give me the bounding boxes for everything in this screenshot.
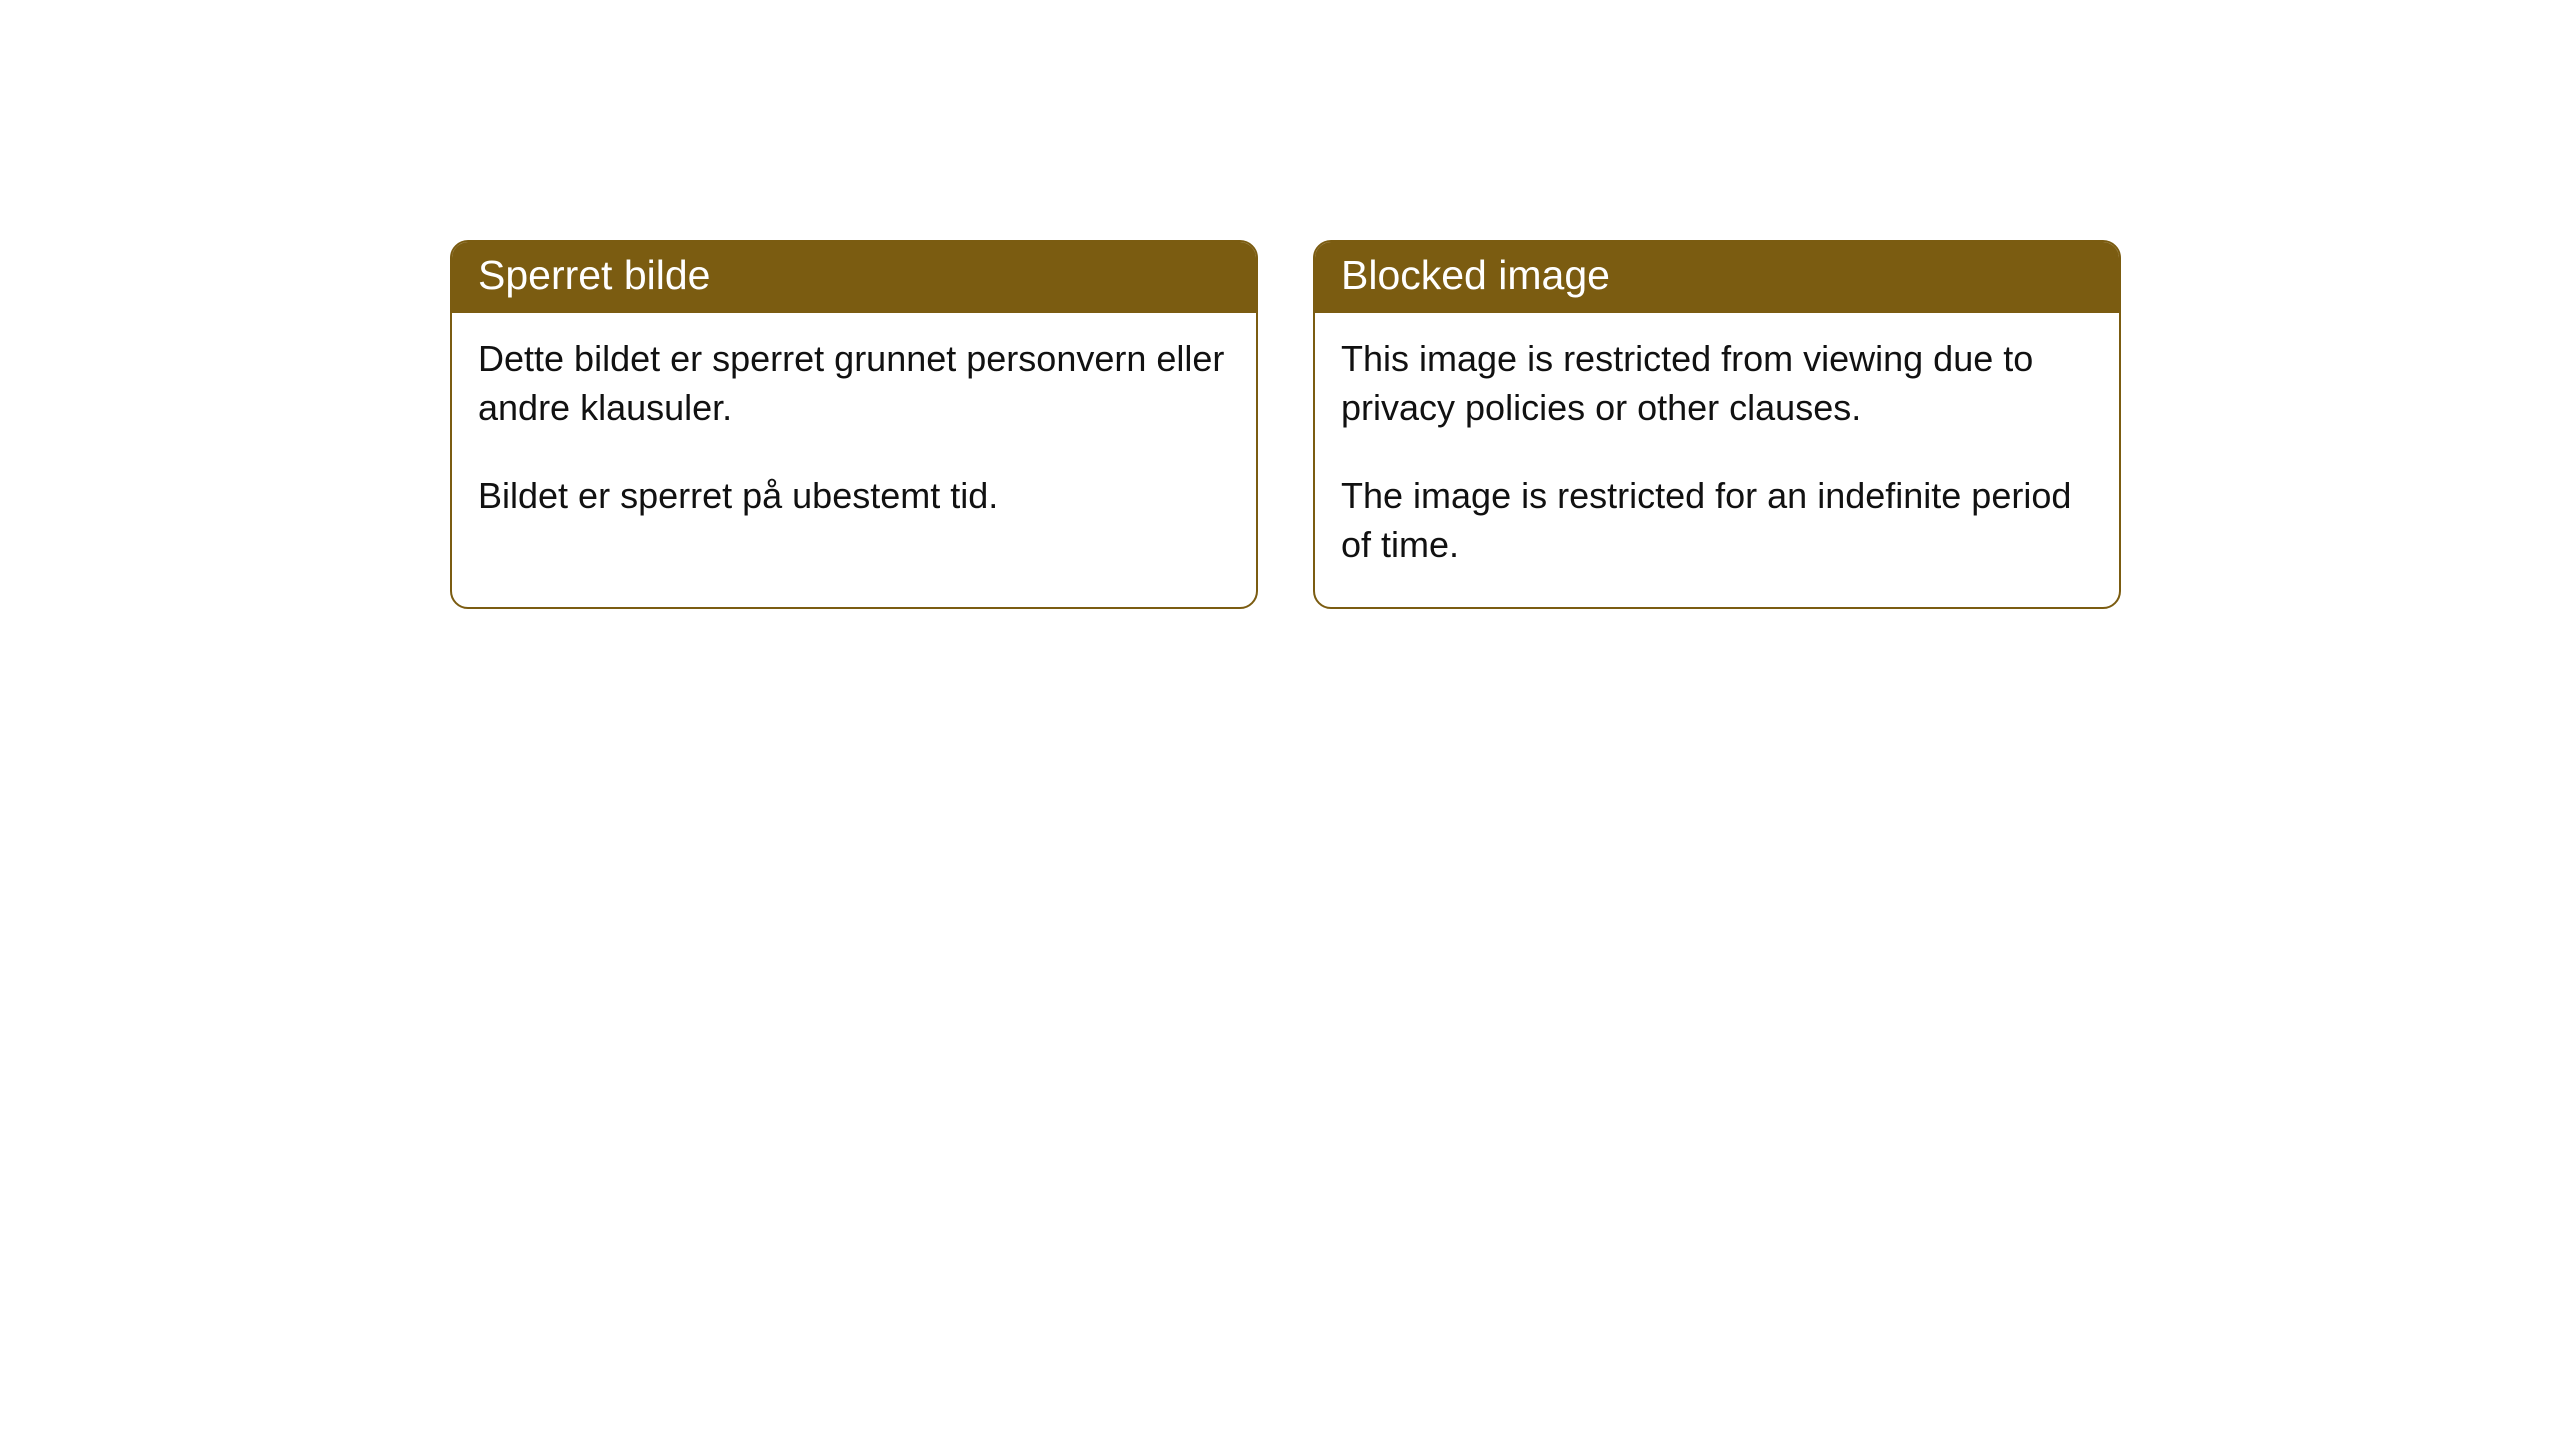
card-paragraph-1-norwegian: Dette bildet er sperret grunnet personve…: [478, 335, 1230, 432]
card-container: Sperret bilde Dette bildet er sperret gr…: [450, 240, 2560, 609]
card-header-norwegian: Sperret bilde: [452, 242, 1256, 313]
card-body-norwegian: Dette bildet er sperret grunnet personve…: [452, 313, 1256, 559]
card-paragraph-1-english: This image is restricted from viewing du…: [1341, 335, 2093, 432]
blocked-image-card-english: Blocked image This image is restricted f…: [1313, 240, 2121, 609]
card-body-english: This image is restricted from viewing du…: [1315, 313, 2119, 607]
blocked-image-card-norwegian: Sperret bilde Dette bildet er sperret gr…: [450, 240, 1258, 609]
card-paragraph-2-norwegian: Bildet er sperret på ubestemt tid.: [478, 472, 1230, 521]
card-paragraph-2-english: The image is restricted for an indefinit…: [1341, 472, 2093, 569]
card-header-english: Blocked image: [1315, 242, 2119, 313]
